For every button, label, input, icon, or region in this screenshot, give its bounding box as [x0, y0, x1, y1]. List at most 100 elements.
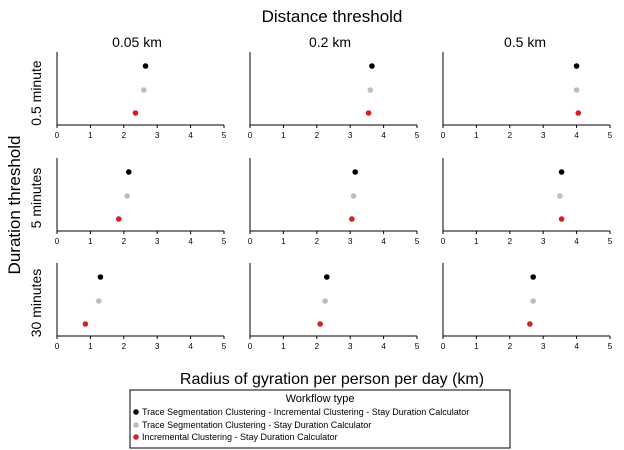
legend-marker-0: [133, 409, 139, 415]
x-tick-label: 3: [155, 342, 160, 351]
legend-entry-1: Trace Segmentation Clustering - Stay Dur…: [142, 420, 371, 430]
data-point-series-0: [530, 274, 536, 280]
data-point-series-1: [95, 298, 102, 304]
x-tick-label: 2: [122, 237, 127, 246]
x-tick-label: 4: [381, 342, 386, 351]
x-tick-label: 5: [222, 237, 227, 246]
data-point-series-2: [558, 216, 565, 222]
x-tick-label: 3: [348, 131, 353, 140]
legend-entry-0: Trace Segmentation Clustering - Incremen…: [142, 407, 469, 417]
panel-grid: 0 1 2 3 4 5 0 1 2 3 4 5 0 1 2 3 4 5 0 1 2 3 4 5 0 1 2 3 4 5 0 1 2 3 4 5 0 1 2 3…: [55, 52, 613, 351]
data-point-series-1: [530, 298, 536, 304]
legend-title: Workflow type: [286, 393, 355, 405]
panel-r1-c0: 0 1 2 3 4 5: [55, 158, 227, 246]
data-point-series-0: [558, 169, 565, 175]
x-tick-label: 1: [281, 342, 286, 351]
x-tick-label: 5: [222, 342, 227, 351]
x-tick-label: 1: [88, 342, 93, 351]
legend: Workflow type Trace Segmentation Cluster…: [129, 389, 511, 449]
x-tick-label: 0: [441, 131, 446, 140]
x-tick-label: 1: [474, 131, 479, 140]
x-tick-label: 1: [474, 237, 479, 246]
x-tick-label: 2: [508, 131, 513, 140]
x-tick-label: 5: [415, 237, 420, 246]
row-label-0: 0.5 minute: [28, 60, 44, 126]
panel-r1-c2: 0 1 2 3 4 5: [441, 158, 613, 246]
data-point-series-0: [324, 274, 330, 280]
row-label-2: 30 minutes: [28, 269, 44, 337]
data-point-series-2: [132, 110, 139, 116]
data-point-series-2: [349, 216, 355, 222]
x-tick-label: 3: [348, 342, 353, 351]
x-tick-label: 2: [315, 342, 320, 351]
x-tick-label: 5: [415, 131, 420, 140]
x-tick-label: 5: [415, 342, 420, 351]
data-point-series-1: [124, 193, 130, 199]
x-tick-label: 2: [122, 131, 127, 140]
data-point-series-2: [115, 216, 122, 222]
panel-r2-c2: 0 1 2 3 4 5: [441, 263, 613, 351]
x-tick-label: 0: [55, 237, 60, 246]
data-point-series-0: [573, 63, 580, 69]
x-tick-label: 2: [315, 131, 320, 140]
x-tick-label: 1: [281, 237, 286, 246]
data-point-series-2: [575, 110, 582, 116]
column-label-1: 0.2 km: [309, 34, 351, 50]
x-tick-label: 2: [508, 342, 513, 351]
data-point-series-2: [527, 321, 533, 327]
data-point-series-1: [573, 87, 580, 93]
x-tick-label: 0: [441, 342, 446, 351]
x-tick-label: 1: [88, 131, 93, 140]
x-tick-label: 2: [508, 237, 513, 246]
x-tick-label: 1: [88, 237, 93, 246]
x-tick-label: 4: [188, 237, 193, 246]
legend-entry-2: Incremental Clustering - Stay Duration C…: [142, 432, 338, 442]
data-point-series-2: [317, 321, 323, 327]
x-tick-label: 0: [441, 237, 446, 246]
chart-title: Distance threshold: [262, 7, 403, 26]
x-tick-label: 0: [248, 342, 253, 351]
x-tick-label: 5: [608, 131, 613, 140]
x-tick-label: 4: [574, 237, 579, 246]
x-tick-label: 1: [281, 131, 286, 140]
x-axis-label: Radius of gyration per person per day (k…: [180, 371, 484, 388]
x-tick-label: 5: [608, 342, 613, 351]
panel-r1-c1: 0 1 2 3 4 5: [248, 158, 420, 246]
x-tick-label: 4: [188, 342, 193, 351]
data-point-series-0: [369, 63, 375, 69]
column-label-0: 0.05 km: [112, 34, 162, 50]
x-tick-label: 0: [55, 131, 60, 140]
x-tick-label: 0: [248, 237, 253, 246]
data-point-series-1: [557, 193, 563, 199]
x-tick-label: 3: [155, 131, 160, 140]
data-point-series-0: [97, 274, 104, 280]
x-tick-label: 0: [55, 342, 60, 351]
x-tick-label: 5: [608, 237, 613, 246]
x-tick-label: 2: [315, 237, 320, 246]
data-point-series-0: [142, 63, 149, 69]
y-axis-label: Duration threshold: [5, 136, 24, 275]
data-point-series-1: [322, 298, 328, 304]
legend-marker-2: [133, 434, 139, 440]
row-label-1: 5 minutes: [28, 168, 44, 229]
x-tick-label: 3: [541, 131, 546, 140]
data-point-series-1: [350, 193, 357, 199]
x-tick-label: 3: [348, 237, 353, 246]
panel-r0-c2: 0 1 2 3 4 5: [441, 52, 613, 140]
data-point-series-2: [82, 321, 89, 327]
legend-marker-1: [133, 422, 139, 428]
column-label-2: 0.5 km: [504, 34, 546, 50]
x-tick-label: 3: [155, 237, 160, 246]
data-point-series-1: [141, 87, 147, 93]
panel-r0-c0: 0 1 2 3 4 5: [55, 52, 227, 140]
data-point-series-2: [365, 110, 372, 116]
panel-r2-c0: 0 1 2 3 4 5: [55, 263, 227, 351]
x-tick-label: 2: [122, 342, 127, 351]
data-point-series-1: [367, 87, 374, 93]
x-tick-label: 4: [381, 131, 386, 140]
legend-box: [129, 389, 511, 449]
data-point-series-0: [126, 169, 132, 175]
x-tick-label: 0: [248, 131, 253, 140]
x-tick-label: 5: [222, 131, 227, 140]
